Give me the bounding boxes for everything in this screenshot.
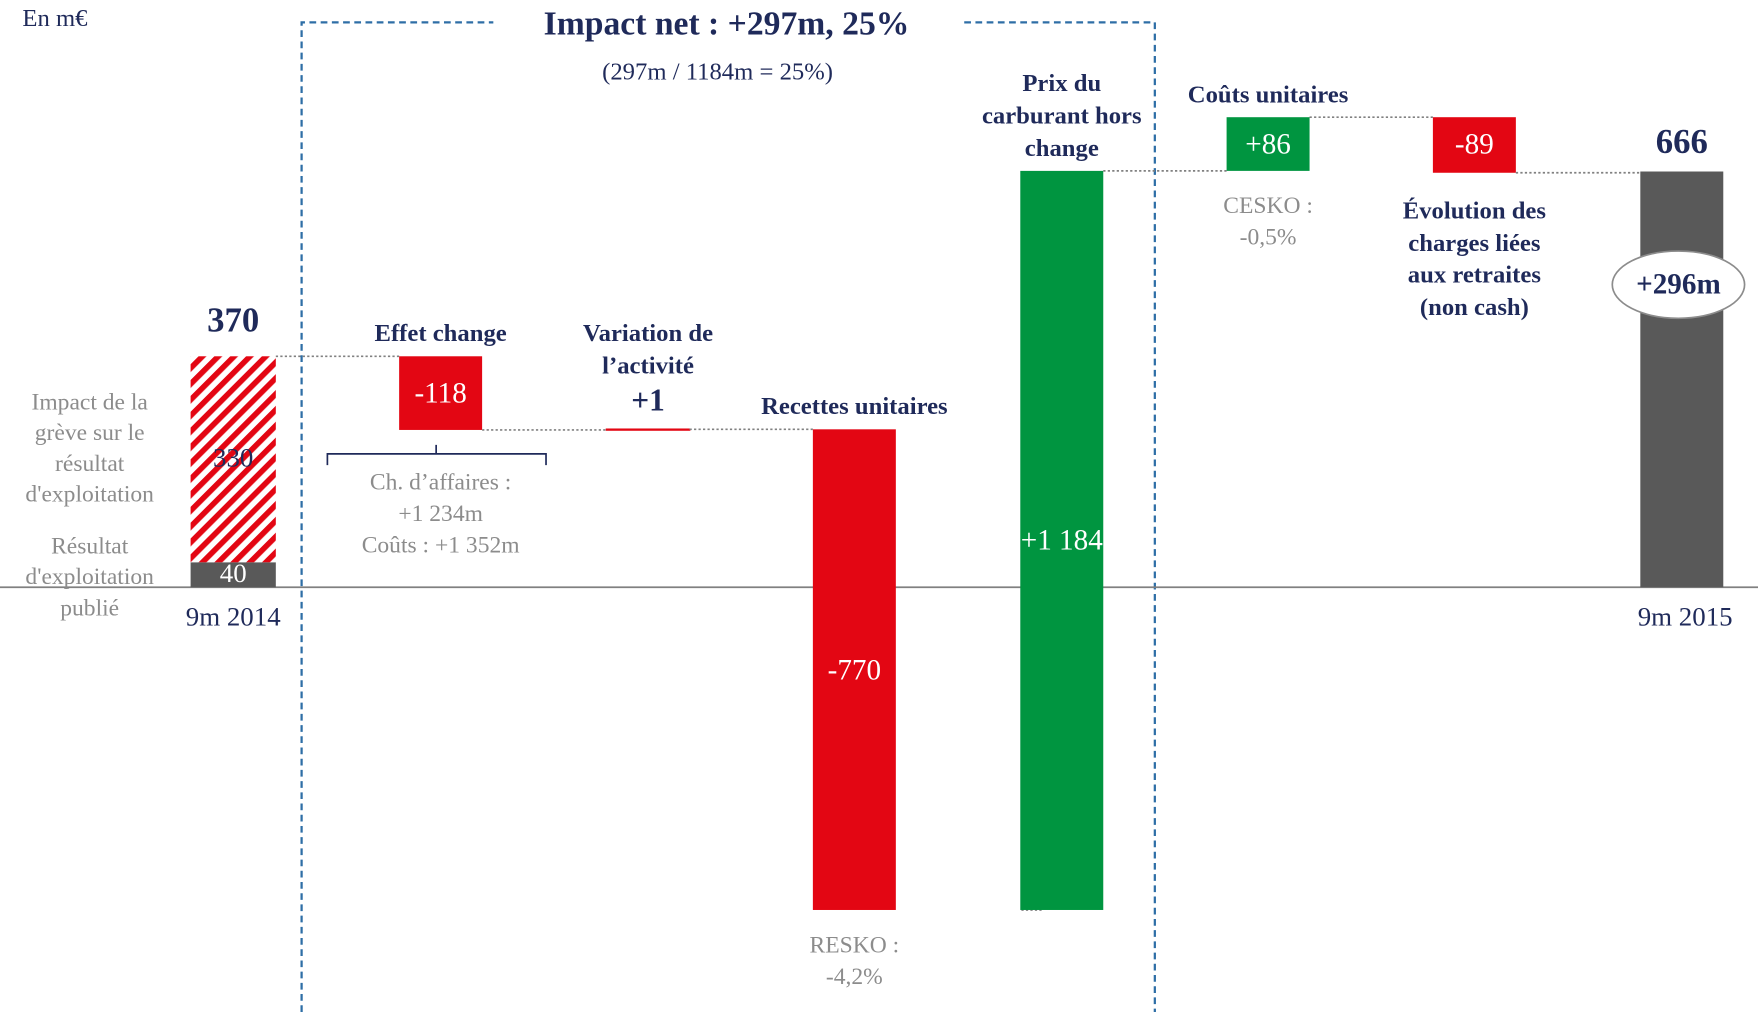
total-label: 666	[1655, 121, 1708, 162]
bracket-subtitle: (297m / 1184m = 25%)	[602, 57, 833, 86]
value-label: +1	[631, 384, 665, 419]
category-name: Coûts unitaires	[1187, 79, 1349, 108]
label-group: Coûts unitaires	[1173, 78, 1364, 110]
x-label: 9m 2015	[1637, 602, 1733, 633]
note: CESKO :	[1223, 192, 1313, 220]
category-name: Recettes unitaires	[761, 391, 948, 420]
value-label: -89	[1454, 128, 1494, 161]
category-name: Variation de l’activité	[583, 318, 714, 379]
bar	[1432, 117, 1516, 173]
note: Coûts : +1 352m	[361, 530, 520, 558]
segment-name: Résultat d'exploitation publié	[25, 532, 154, 621]
x-label: 9m 2014	[185, 602, 281, 633]
bar	[1226, 117, 1310, 171]
label-group: Variation de l’activité +1	[553, 318, 744, 423]
note: -0,5%	[1239, 223, 1297, 251]
label-group: Effet change	[345, 318, 536, 350]
brace	[326, 444, 547, 466]
bar-segment	[190, 356, 276, 563]
value-label: -770	[827, 652, 882, 686]
bracket-frame	[300, 21, 1156, 1012]
note: -4,2%	[825, 962, 883, 990]
label-group: Recettes unitaires	[759, 391, 950, 423]
bar	[605, 428, 691, 431]
bar	[1640, 171, 1724, 588]
badge-label: +296m	[1636, 267, 1721, 301]
note: Ch. d’affaires :	[369, 468, 512, 495]
category-name: Évolution des charges liées aux retraite…	[1402, 196, 1546, 321]
value-label: +1 184	[1020, 523, 1103, 557]
total-label: 370	[207, 299, 260, 340]
note: +1 234m	[398, 499, 483, 527]
segment-label: 330	[213, 444, 254, 474]
value-label: +86	[1245, 127, 1291, 160]
bar	[812, 429, 896, 910]
value-label: -118	[414, 376, 467, 409]
note: RESKO :	[809, 931, 900, 959]
badge	[1611, 250, 1746, 320]
bar-segment	[190, 562, 276, 588]
label-group: Prix du carburant hors change	[966, 68, 1157, 164]
segment-name: Impact de la grève sur le résultat d'exp…	[25, 388, 154, 507]
bar	[399, 356, 483, 430]
category-name: Prix du carburant hors change	[981, 69, 1142, 162]
category-name: Effet change	[374, 318, 507, 347]
unit-label: En m€	[22, 3, 88, 32]
bar	[1020, 170, 1104, 910]
segment-label: 40	[219, 559, 247, 589]
bracket-title: Impact net : +297m, 25%	[543, 5, 910, 43]
